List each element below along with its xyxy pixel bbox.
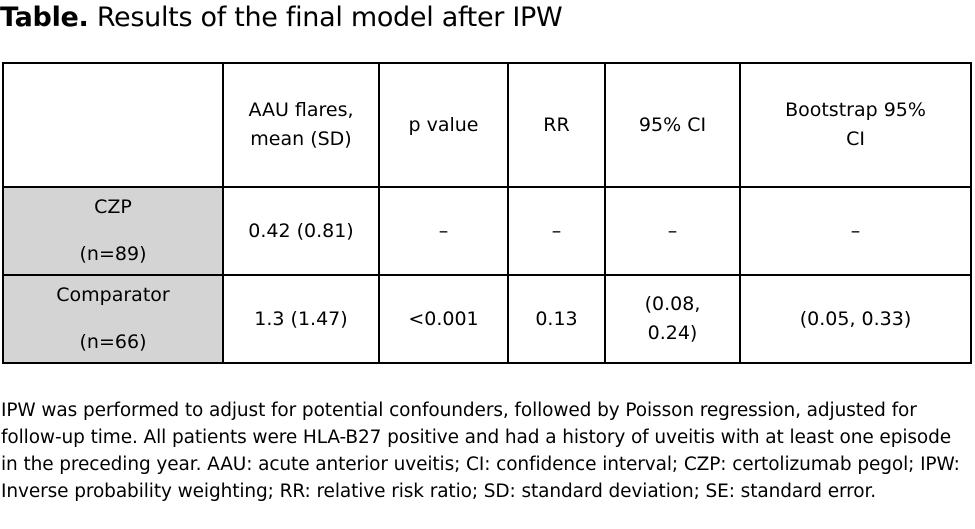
header-aau-flares-comma: , bbox=[347, 99, 354, 121]
row-n-label: (n=89) bbox=[79, 243, 147, 265]
table-title-lead: Table. bbox=[0, 2, 89, 33]
cell-p-value: – bbox=[378, 186, 509, 276]
row-header-comparator: Comparator (n=66) bbox=[2, 274, 224, 364]
cell-ci: (0.08, 0.24) bbox=[604, 274, 741, 364]
cell-ci: – bbox=[604, 186, 741, 276]
header-rr: RR bbox=[507, 62, 606, 188]
cell-aau-flares: 0.42 (0.81) bbox=[222, 186, 380, 276]
table-footnote: IPW was performed to adjust for potentia… bbox=[1, 400, 960, 502]
cell-ci-line1: (0.08, bbox=[644, 293, 701, 315]
row-group-label: Comparator bbox=[56, 284, 170, 306]
cell-rr: – bbox=[507, 186, 606, 276]
table-title: Table. Results of the final model after … bbox=[0, 0, 563, 36]
header-aau-flares: AAU flares, mean (SD) bbox=[222, 62, 380, 188]
header-ci: 95% CI bbox=[604, 62, 741, 188]
table-row: Comparator (n=66) 1.3 (1.47) <0.001 0.13… bbox=[2, 274, 972, 364]
cell-ci-line2: 0.24) bbox=[647, 322, 698, 344]
header-p-value: p value bbox=[378, 62, 509, 188]
header-corner-cell bbox=[2, 62, 224, 188]
results-table: AAU flares, mean (SD) p value RR 95% CI … bbox=[2, 62, 972, 364]
row-header-czp: CZP (n=89) bbox=[2, 186, 224, 276]
cell-rr: 0.13 bbox=[507, 274, 606, 364]
header-aau-flares-sub: mean (SD) bbox=[250, 128, 352, 150]
header-bootstrap-ci: Bootstrap 95% CI bbox=[739, 62, 972, 188]
cell-aau-flares: 1.3 (1.47) bbox=[222, 274, 380, 364]
cell-bootstrap-ci: – bbox=[739, 186, 972, 276]
header-aau-flares-label: AAU flares bbox=[248, 99, 348, 121]
table-row: CZP (n=89) 0.42 (0.81) – – – – bbox=[2, 186, 972, 276]
header-bootstrap-line1: Bootstrap 95% bbox=[785, 99, 926, 121]
row-n-label: (n=66) bbox=[79, 331, 147, 353]
cell-p-value: <0.001 bbox=[378, 274, 509, 364]
table-title-text: Results of the final model after IPW bbox=[96, 2, 563, 33]
header-bootstrap-line2: CI bbox=[846, 128, 865, 150]
row-group-label: CZP bbox=[94, 196, 132, 218]
cell-bootstrap-ci: (0.05, 0.33) bbox=[739, 274, 972, 364]
table-header-row: AAU flares, mean (SD) p value RR 95% CI … bbox=[2, 62, 972, 188]
